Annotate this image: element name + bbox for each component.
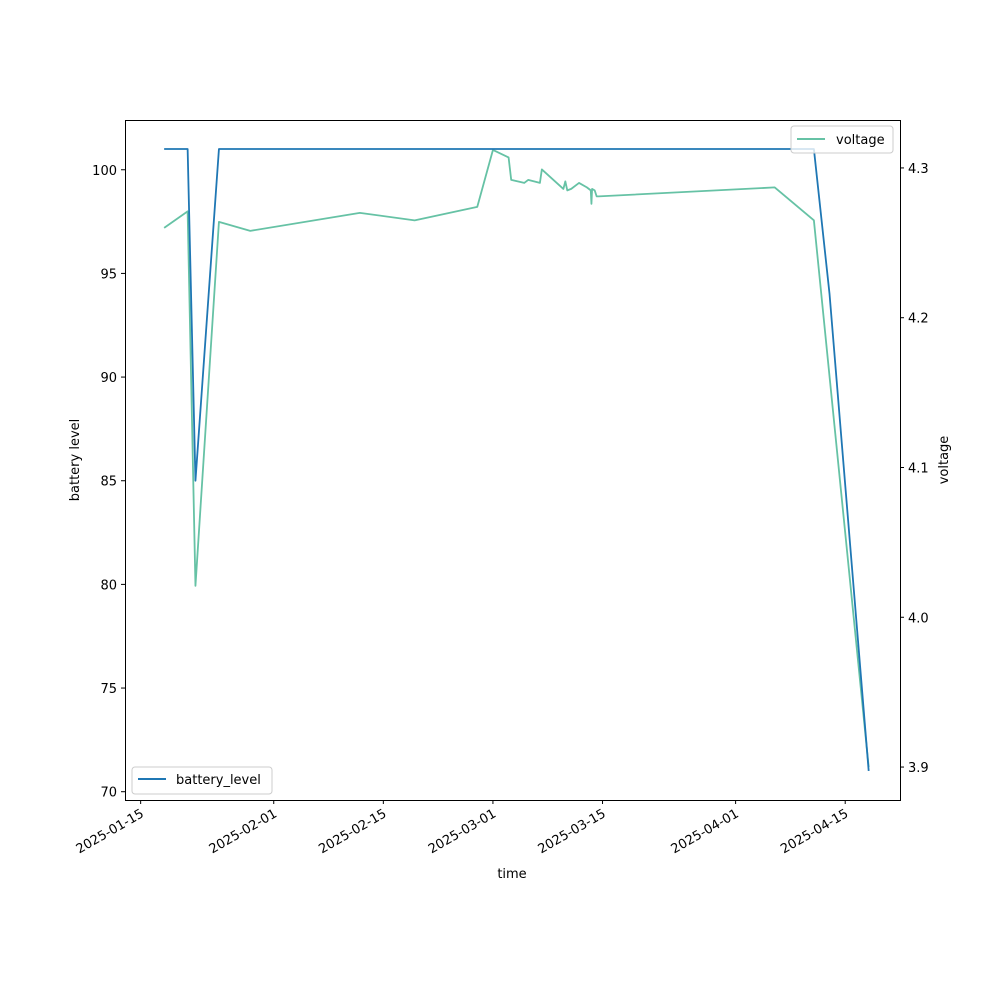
y-left-tick-label: 80 [100,578,117,593]
y-left-tick-label: 85 [100,475,117,490]
x-axis-ticks: 2025-01-15 2025-02-01 2025-02-15 2025-03-01… [74,800,851,857]
x-axis-title: time [497,867,526,882]
series-line-battery-level [164,148,870,772]
legend-left-box [131,766,273,795]
legend-right: voltage [790,125,894,154]
y-left-tick-label: 95 [100,267,117,282]
series-line-voltage [163,149,870,768]
x-tick-label: 2025-02-01 [207,806,280,857]
y-right-tick-label: 4.0 [908,611,929,626]
x-tick-label: 2025-03-01 [426,806,499,857]
y-left-axis-ticks: 70 75 80 85 90 95 100 [92,164,125,801]
legend-left: battery_level [131,766,273,795]
y-right-axis-title: voltage [937,436,952,485]
x-tick-label: 2025-03-15 [536,806,609,857]
x-tick-label: 2025-04-15 [778,806,851,857]
legend-battery-level-label: battery_level [176,773,261,788]
y-left-axis-title: battery level [68,419,83,502]
x-tick-label: 2025-02-15 [316,806,389,857]
y-left-tick-label: 90 [100,371,117,386]
y-left-tick-label: 100 [92,164,117,179]
y-left-tick-label: 70 [100,786,117,801]
legend-voltage-label: voltage [836,133,885,148]
plot-frame [125,120,901,801]
x-tick-label: 2025-04-01 [669,806,742,857]
legend-right-box [790,125,894,154]
y-right-tick-label: 4.2 [908,312,929,327]
y-left-tick-label: 75 [100,682,117,697]
y-right-tick-label: 4.1 [908,461,929,476]
y-right-axis-ticks: 3.9 4.0 4.1 4.2 4.3 [900,162,929,776]
plot-lines [163,148,870,772]
y-right-tick-label: 4.3 [908,162,929,177]
x-tick-label: 2025-01-15 [74,806,147,857]
y-right-tick-label: 3.9 [908,761,929,776]
